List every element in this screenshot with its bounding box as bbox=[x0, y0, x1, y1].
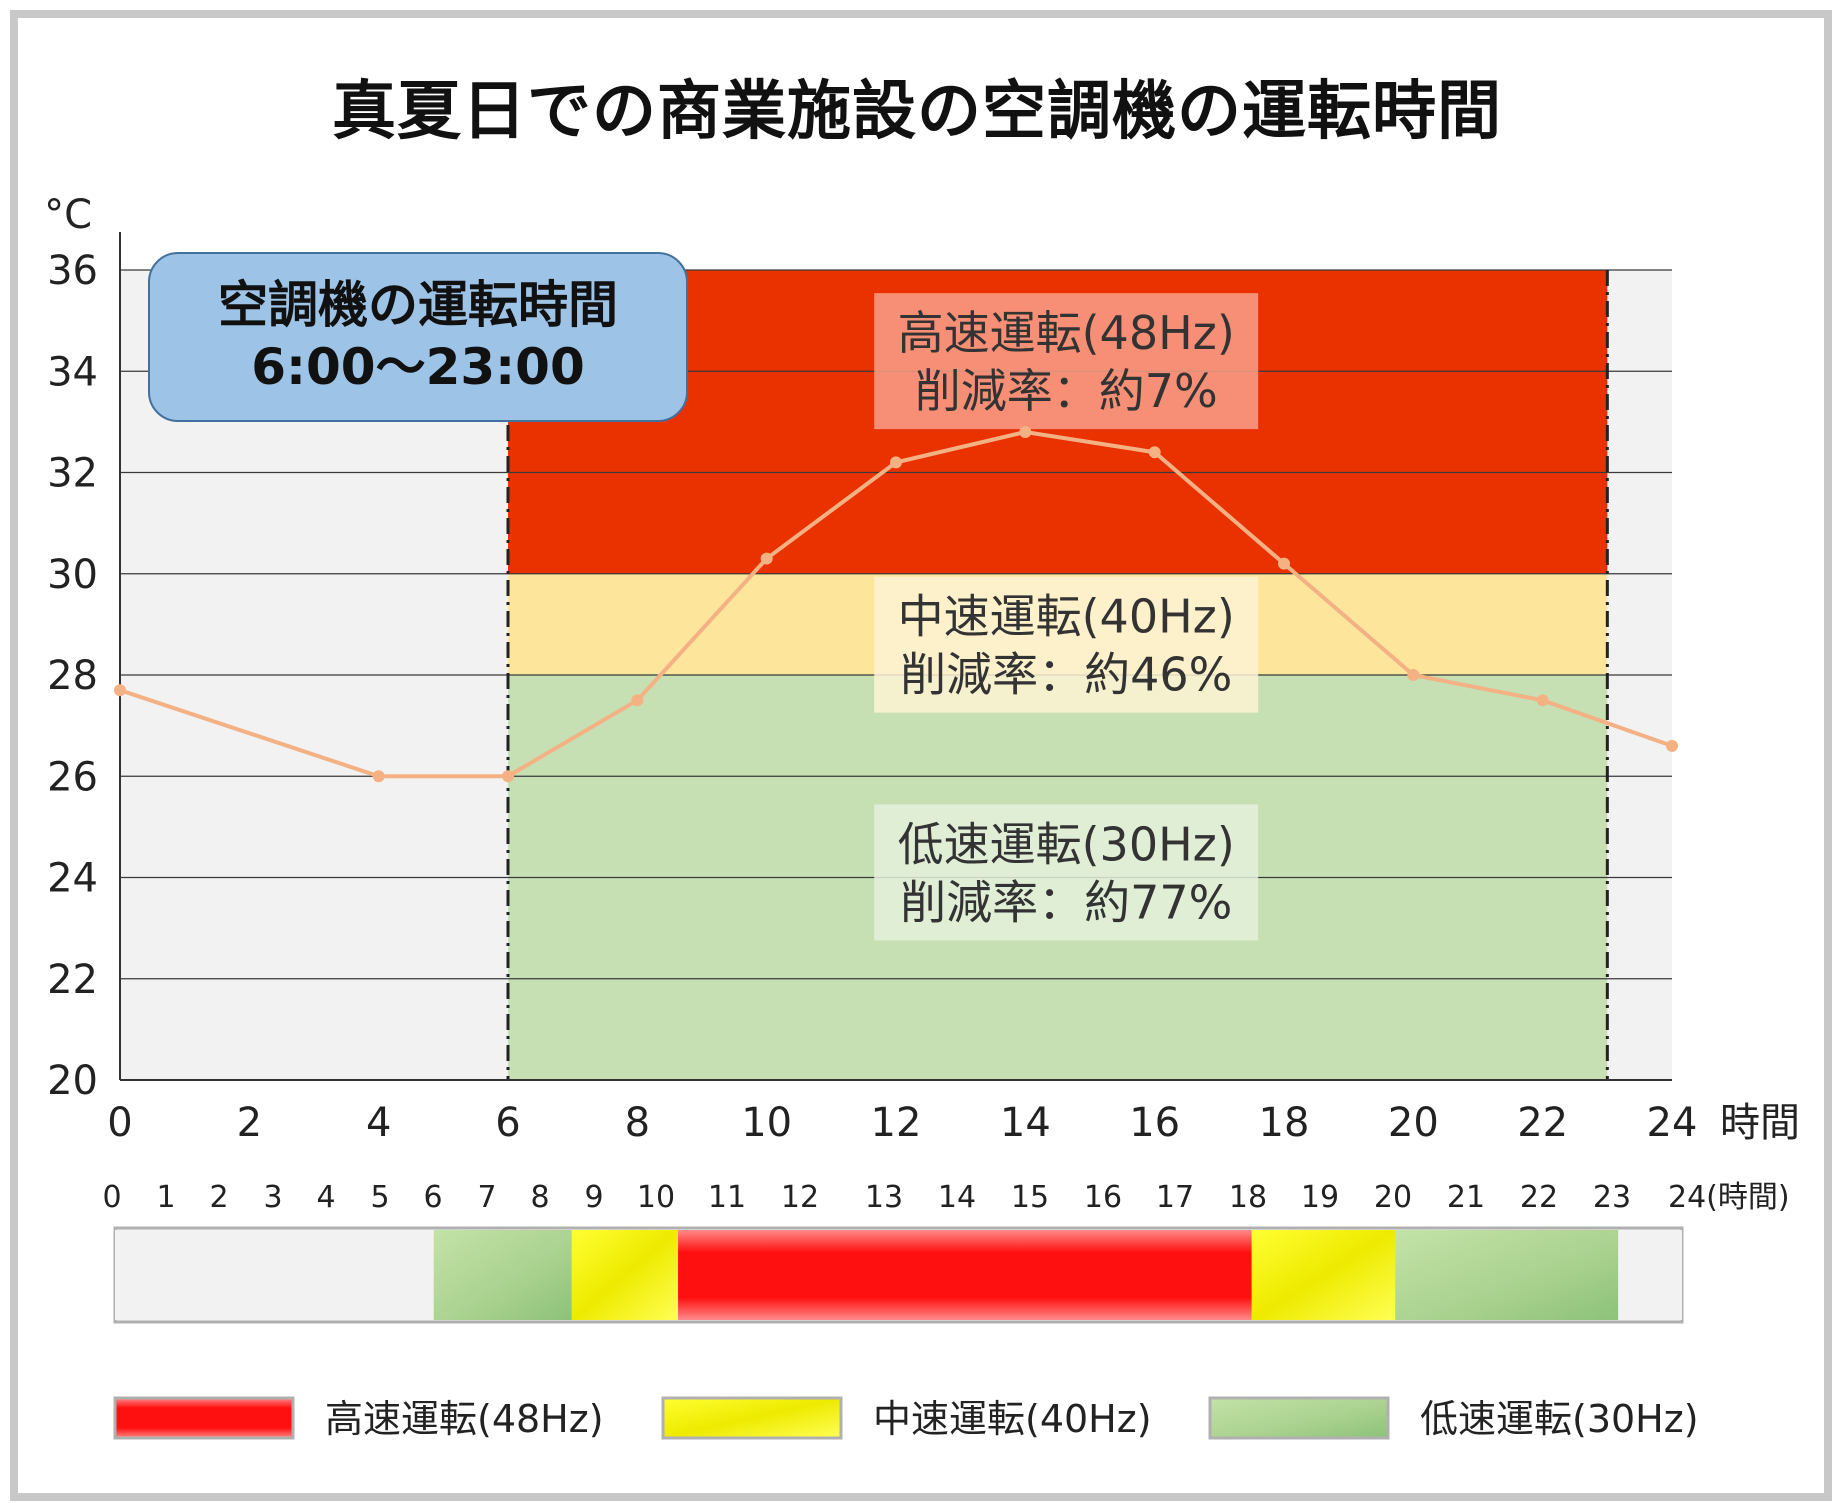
y-axis-unit: °C bbox=[44, 192, 92, 238]
legend-swatch-high bbox=[113, 1396, 295, 1440]
timeline-segment-mid bbox=[571, 1230, 679, 1320]
timeline-hour-label: 11 bbox=[708, 1180, 746, 1215]
temperature-point bbox=[890, 456, 902, 469]
timeline-hour-label: 21 bbox=[1447, 1180, 1485, 1215]
temperature-point bbox=[1278, 557, 1290, 570]
x-tick-label: 2 bbox=[237, 1100, 262, 1146]
timeline-hour-label: 7 bbox=[477, 1180, 496, 1215]
timeline-hour-label: 8 bbox=[530, 1180, 549, 1215]
zone-reduction-label: 削減率：約46% bbox=[900, 648, 1232, 702]
zone-name-label: 高速運転(48Hz) bbox=[898, 306, 1235, 360]
timeline-hour-label: 2 bbox=[209, 1180, 228, 1215]
y-tick-label: 32 bbox=[47, 451, 98, 497]
temperature-point bbox=[502, 770, 514, 783]
temperature-point bbox=[1666, 739, 1678, 752]
timeline-hour-label: 6 bbox=[423, 1180, 442, 1215]
y-tick-label: 30 bbox=[47, 552, 98, 598]
timeline-hour-label: 0 bbox=[102, 1180, 121, 1215]
temperature-point bbox=[372, 770, 385, 783]
temperature-point bbox=[1536, 694, 1549, 707]
temperature-point bbox=[631, 694, 644, 707]
temperature-point bbox=[114, 684, 126, 697]
legend-label: 低速運転(30Hz) bbox=[1420, 1397, 1699, 1441]
zone-name-label: 低速運転(30Hz) bbox=[898, 817, 1235, 871]
y-tick-label: 36 bbox=[47, 248, 98, 294]
x-axis-label: 時間 bbox=[1720, 1100, 1800, 1146]
legend: 高速運転(48Hz) 中速運転(40Hz) 低速運転(30Hz) bbox=[113, 1396, 1699, 1441]
temperature-point bbox=[1019, 426, 1032, 438]
timeline-segment-low bbox=[433, 1230, 572, 1320]
timeline-hour-label: 23 bbox=[1593, 1180, 1631, 1215]
x-tick-label: 6 bbox=[495, 1100, 520, 1146]
operating-hours-callout: 空調機の運転時間 6:00～23:00 bbox=[148, 252, 688, 422]
x-tick-label: 22 bbox=[1517, 1100, 1568, 1146]
x-tick-label: 14 bbox=[1000, 1100, 1051, 1146]
y-tick-label: 34 bbox=[47, 349, 98, 395]
timeline-hour-label: 14 bbox=[938, 1180, 976, 1215]
timeline-hour-label: 16 bbox=[1084, 1180, 1122, 1215]
y-tick-label: 22 bbox=[47, 957, 98, 1003]
zone-reduction-label: 削減率：約77% bbox=[900, 875, 1232, 929]
legend-swatch-mid bbox=[661, 1396, 843, 1440]
timeline-hour-label: 15 bbox=[1011, 1180, 1049, 1215]
legend-label: 中速運転(40Hz) bbox=[873, 1397, 1152, 1441]
timeline-hour-label: 9 bbox=[584, 1180, 603, 1215]
timeline-hour-label: 3 bbox=[263, 1180, 282, 1215]
temperature-point bbox=[760, 552, 773, 565]
timeline-segment-low bbox=[1395, 1230, 1619, 1320]
temperature-point bbox=[1407, 669, 1420, 681]
zone-name-label: 中速運転(40Hz) bbox=[898, 590, 1235, 644]
callout-title: 空調機の運転時間 bbox=[218, 276, 618, 334]
y-tick-label: 26 bbox=[47, 754, 98, 800]
callout-hours: 6:00～23:00 bbox=[251, 338, 585, 396]
legend-label: 高速運転(48Hz) bbox=[325, 1397, 604, 1441]
timeline-hour-label: 17 bbox=[1156, 1180, 1194, 1215]
timeline-segment-mid bbox=[1251, 1230, 1396, 1320]
timeline-segment-high bbox=[678, 1230, 1252, 1320]
zone-label-box bbox=[874, 293, 1259, 430]
timeline-hour-label: 19 bbox=[1301, 1180, 1339, 1215]
x-tick-label: 20 bbox=[1388, 1100, 1439, 1146]
zone-reduction-label: 削減率：約7% bbox=[915, 364, 1218, 418]
x-tick-label: 18 bbox=[1259, 1100, 1310, 1146]
timeline-hour-label: 4 bbox=[316, 1180, 335, 1215]
zone-label-box bbox=[874, 576, 1259, 713]
timeline-hour-label: 1 bbox=[156, 1180, 175, 1215]
timeline-segment-off bbox=[1618, 1230, 1682, 1320]
y-tick-label: 20 bbox=[47, 1058, 98, 1104]
temperature-line bbox=[119, 429, 1673, 779]
timeline-hour-label: 10 bbox=[637, 1180, 675, 1215]
chart-title: 真夏日での商業施設の空調機の運転時間 bbox=[332, 75, 1502, 149]
timeline-hour-label: 22 bbox=[1520, 1180, 1558, 1215]
timeline-hour-label: 20 bbox=[1374, 1180, 1412, 1215]
timeline-hour-label: 24(時間) bbox=[1668, 1180, 1790, 1215]
x-tick-label: 0 bbox=[107, 1100, 132, 1146]
x-tick-label: 16 bbox=[1129, 1100, 1180, 1146]
timeline-bar: 0 1 2 3 4 5 6 7 8 9 10 11 12 13 14 15 16 17 18 19 20 21 22 23 24… bbox=[102, 1180, 1790, 1324]
legend-swatch-low bbox=[1208, 1396, 1390, 1440]
x-tick-label: 10 bbox=[741, 1100, 792, 1146]
zone-label-box bbox=[874, 804, 1259, 941]
x-tick-label: 4 bbox=[366, 1100, 391, 1146]
timeline-segment-off bbox=[115, 1230, 434, 1320]
x-tick-label: 12 bbox=[871, 1100, 922, 1146]
timeline-hour-label: 18 bbox=[1229, 1180, 1267, 1215]
x-tick-label: 8 bbox=[625, 1100, 650, 1146]
x-tick-label: 24 bbox=[1647, 1100, 1698, 1146]
temperature-point bbox=[1148, 446, 1161, 459]
y-tick-label: 24 bbox=[47, 856, 98, 902]
timeline-hour-label: 12 bbox=[781, 1180, 819, 1215]
timeline-hour-label: 13 bbox=[865, 1180, 903, 1215]
timeline-hour-label: 5 bbox=[370, 1180, 389, 1215]
y-tick-label: 28 bbox=[47, 653, 98, 699]
